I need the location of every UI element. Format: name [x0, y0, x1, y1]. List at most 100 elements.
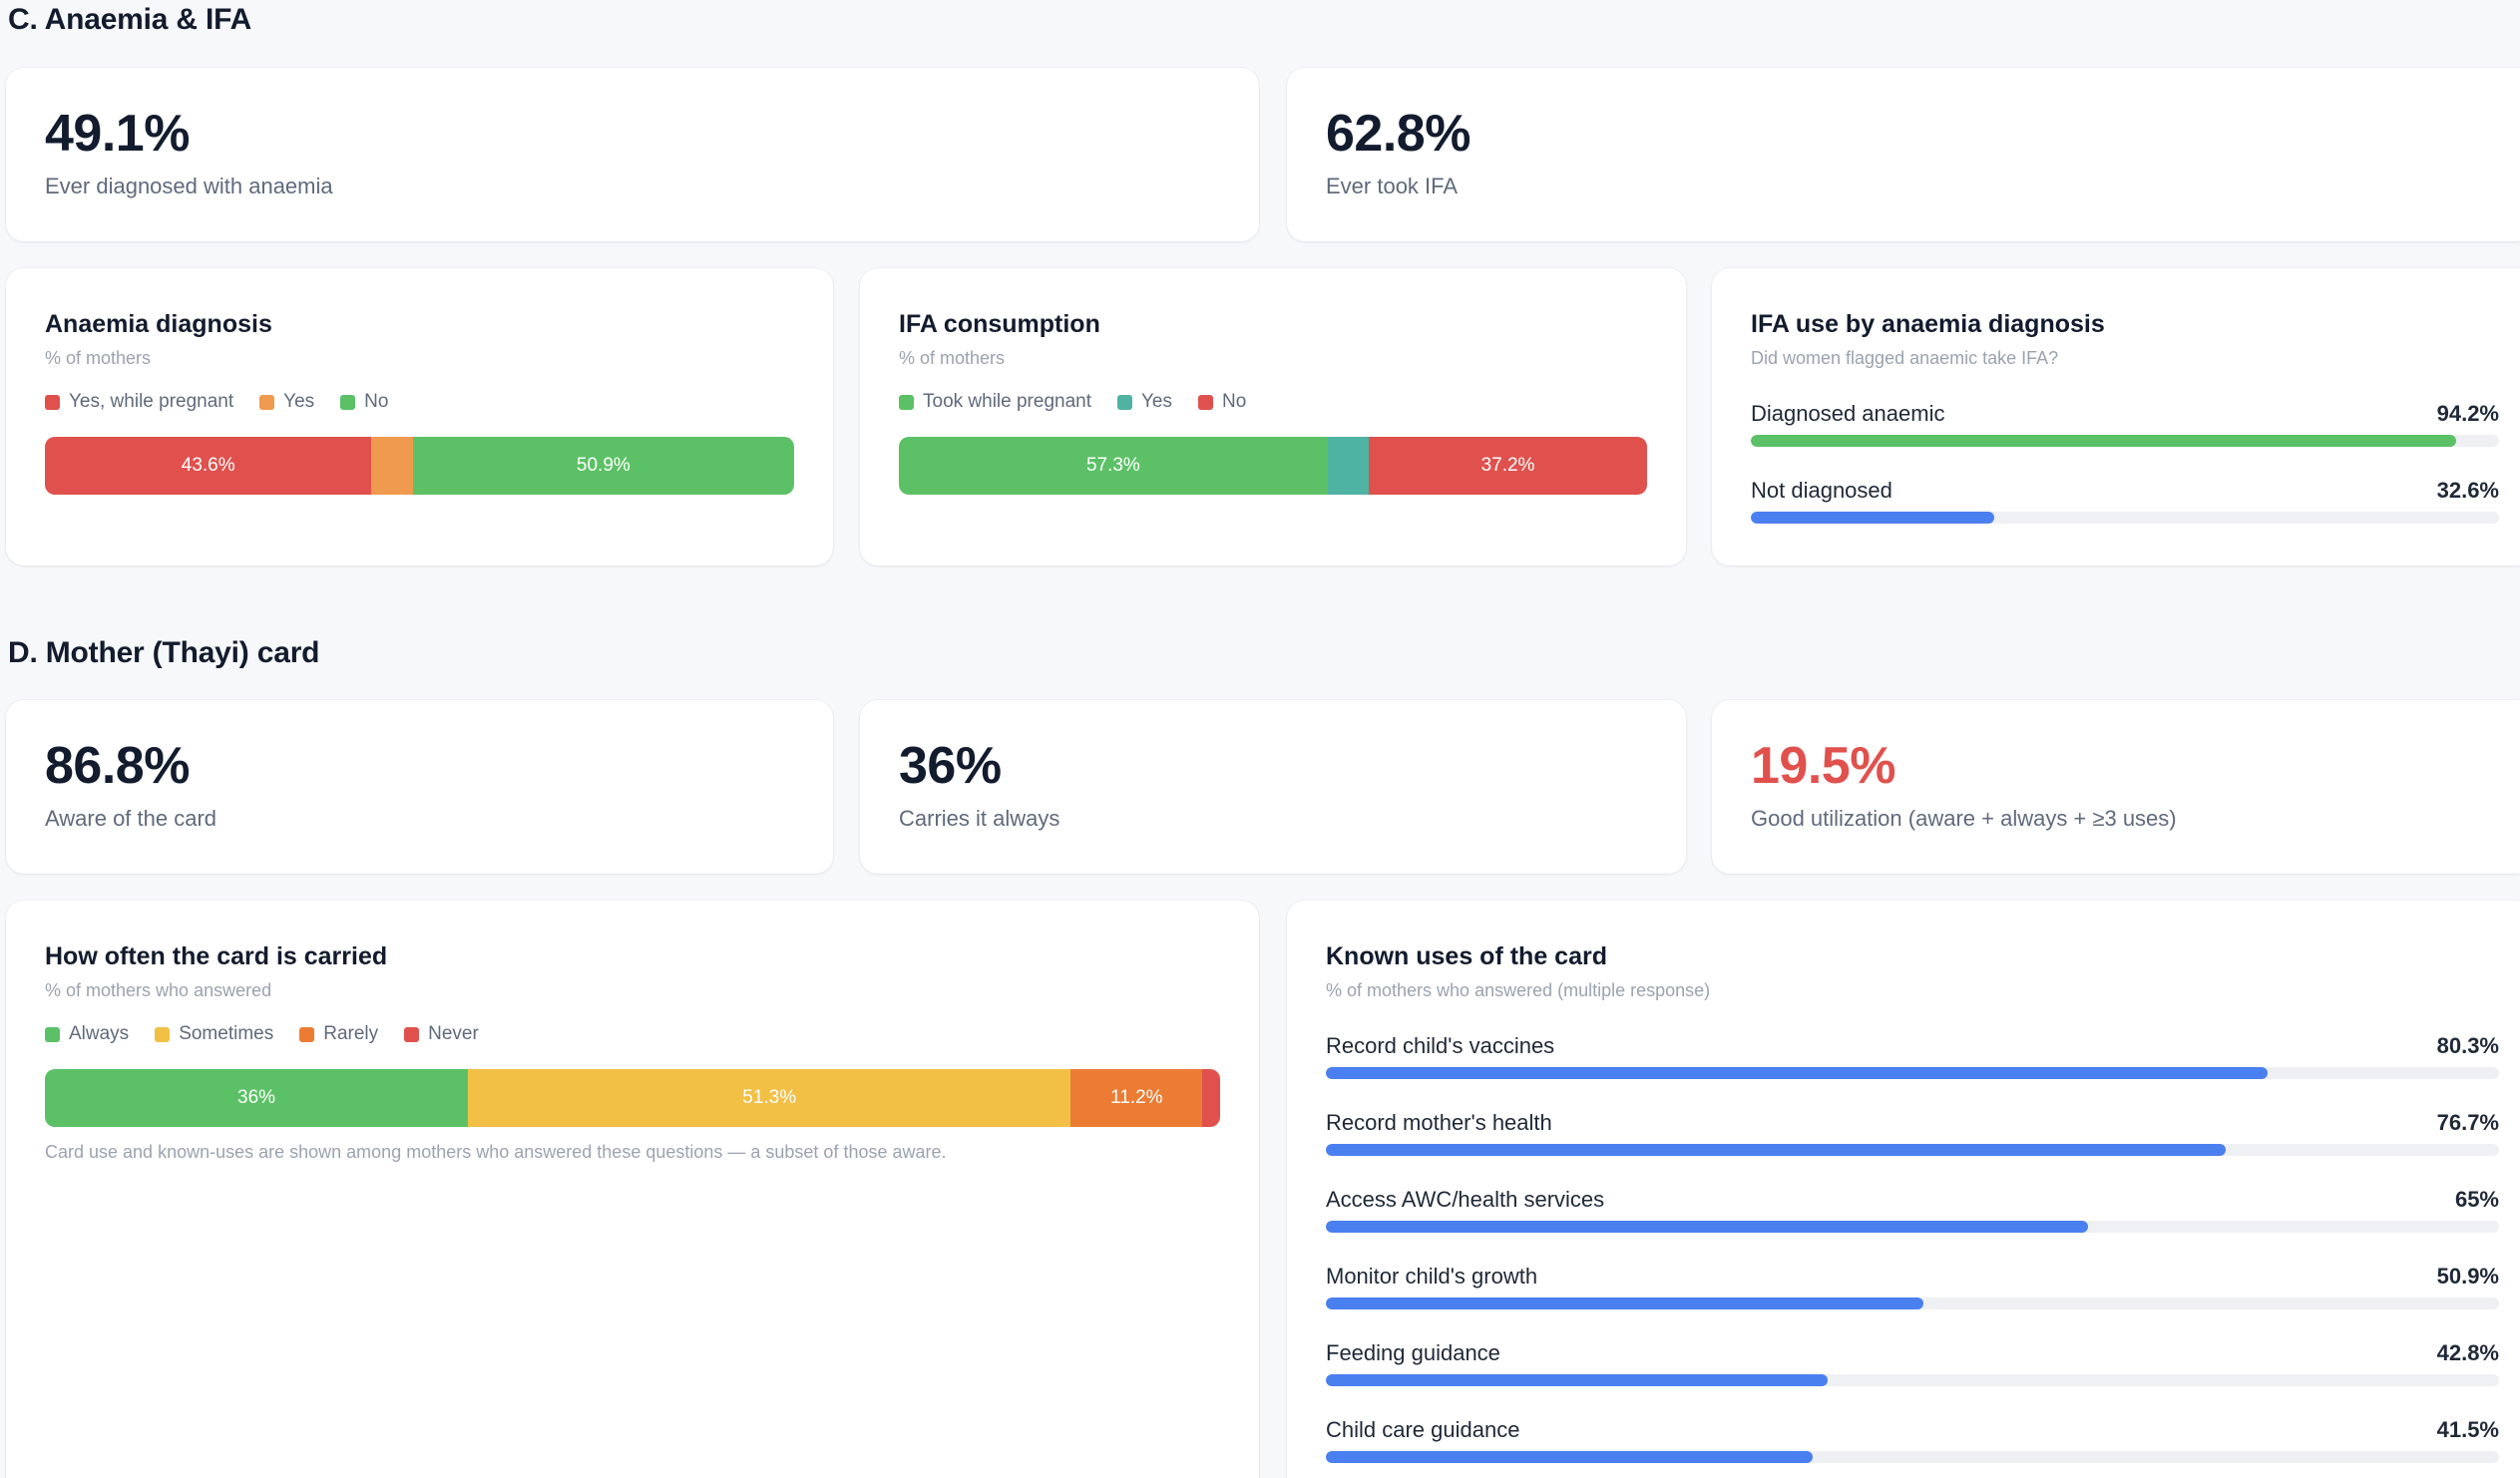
bar-label: Diagnosed anaemic — [1751, 401, 1945, 426]
legend-item: No — [1198, 391, 1246, 413]
legend-item: Yes — [1117, 391, 1172, 413]
legend-item: No — [340, 391, 388, 413]
kpi-label: Carries it always — [899, 806, 1060, 831]
bar-value: 94.2% — [2436, 401, 2499, 426]
kpi-card-anaemia: 49.1% Ever diagnosed with anaemia — [6, 68, 1259, 241]
card-title: How often the card is carried — [45, 942, 388, 970]
legend-label: Sometimes — [179, 1023, 274, 1044]
section-title-anaemia-ifa: C. Anaemia & IFA — [8, 3, 252, 36]
bar-segment: 36% — [45, 1069, 469, 1127]
bar-value: 50.9% — [2436, 1264, 2499, 1289]
legend-item: Always — [45, 1023, 129, 1045]
bar-fill — [1326, 1144, 2226, 1156]
stacked-bar: 36% 51.3% 11.2% — [45, 1069, 1220, 1127]
bar-segment — [371, 437, 413, 495]
bar-track — [1326, 1144, 2499, 1156]
bar-segment: 51.3% — [468, 1069, 1071, 1127]
bar-value: 76.7% — [2436, 1110, 2499, 1135]
bar-row: Record child's vaccines 80.3% — [1326, 1033, 2499, 1079]
bar-segment: 37.2% — [1369, 437, 1647, 495]
bar-label: Monitor child's growth — [1326, 1264, 1538, 1289]
legend-label: Never — [428, 1023, 479, 1044]
bar-label: Record child's vaccines — [1326, 1033, 1555, 1058]
legend-label: Yes, while pregnant — [69, 391, 234, 412]
kpi-value: 62.8% — [1326, 105, 1470, 163]
legend-label: No — [364, 391, 389, 412]
legend-label: Always — [69, 1023, 130, 1044]
kpi-card-good-utilization: 19.5% Good utilization (aware + always +… — [1712, 700, 2520, 874]
bar-label: Record mother's health — [1326, 1110, 1552, 1135]
bar-track — [1326, 1221, 2499, 1233]
ifa-consumption-card: IFA consumption % of mothers Took while … — [860, 268, 1686, 565]
bar-label: Feeding guidance — [1326, 1340, 1500, 1365]
bar-segment: 43.6% — [45, 437, 372, 495]
legend-swatch — [155, 1026, 171, 1042]
legend-swatch — [899, 394, 914, 410]
bar-row: Monitor child's growth 50.9% — [1326, 1264, 2499, 1309]
kpi-label: Good utilization (aware + always + ≥3 us… — [1751, 806, 2177, 831]
bar-track — [1751, 435, 2499, 447]
bar-track — [1326, 1451, 2499, 1463]
bar-fill — [1326, 1297, 1923, 1309]
footnote: Card use and known-uses are shown among … — [45, 1142, 947, 1162]
bar-track — [1326, 1067, 2499, 1079]
bar-fill — [1751, 435, 2456, 447]
card-title: IFA use by anaemia diagnosis — [1751, 310, 2105, 338]
bar-segment: 11.2% — [1070, 1069, 1203, 1127]
kpi-label: Ever diagnosed with anaemia — [45, 174, 333, 198]
bar-row: Diagnosed anaemic 94.2% — [1751, 401, 2499, 447]
bar-value: 80.3% — [2436, 1033, 2499, 1058]
ifa-by-anaemia-card: IFA use by anaemia diagnosis Did women f… — [1712, 268, 2520, 565]
bar-label: Access AWC/health services — [1326, 1187, 1605, 1212]
kpi-value: 86.8% — [45, 737, 190, 795]
card-title: IFA consumption — [899, 310, 1100, 338]
bar-track — [1326, 1297, 2499, 1309]
legend-label: No — [1222, 391, 1247, 412]
legend: Yes, while pregnant Yes No — [45, 391, 388, 413]
anaemia-diagnosis-card: Anaemia diagnosis % of mothers Yes, whil… — [6, 268, 833, 565]
bar-value: 42.8% — [2436, 1340, 2499, 1365]
bar-segment — [1327, 437, 1369, 495]
legend-swatch — [299, 1026, 315, 1042]
kpi-card-carries: 36% Carries it always — [860, 700, 1686, 874]
legend-item: Yes, while pregnant — [45, 391, 233, 413]
section-title-mother-card: D. Mother (Thayi) card — [8, 636, 320, 669]
legend-swatch — [340, 394, 356, 410]
legend-label: Took while pregnant — [923, 391, 1091, 412]
card-title: Known uses of the card — [1326, 942, 1607, 970]
card-subtitle: % of mothers — [899, 348, 1006, 368]
kpi-card-aware: 86.8% Aware of the card — [6, 700, 833, 874]
bar-row: Record mother's health 76.7% — [1326, 1110, 2499, 1156]
legend-swatch — [404, 1026, 420, 1042]
known-uses-card: Known uses of the card % of mothers who … — [1287, 901, 2520, 1478]
bar-fill — [1326, 1067, 2269, 1079]
kpi-value: 36% — [899, 737, 1002, 795]
legend: Always Sometimes Rarely Never — [45, 1023, 479, 1045]
kpi-label: Aware of the card — [45, 806, 217, 831]
card-subtitle: % of mothers — [45, 348, 152, 368]
bar-segment — [1202, 1069, 1220, 1127]
legend-label: Yes — [1141, 391, 1172, 412]
bar-label: Child care guidance — [1326, 1417, 1520, 1442]
kpi-card-ifa: 62.8% Ever took IFA — [1287, 68, 2520, 241]
legend-label: Rarely — [323, 1023, 379, 1044]
card-carried-frequency-card: How often the card is carried % of mothe… — [6, 901, 1259, 1478]
legend-item: Never — [404, 1023, 479, 1045]
bar-fill — [1326, 1451, 1814, 1463]
bar-segment: 57.3% — [899, 437, 1328, 495]
bar-row: Not diagnosed 32.6% — [1751, 478, 2499, 524]
legend-swatch — [1117, 394, 1132, 410]
card-subtitle: Did women flagged anaemic take IFA? — [1751, 348, 2059, 368]
bar-row: Feeding guidance 42.8% — [1326, 1340, 2499, 1386]
bar-row: Child care guidance 41.5% — [1326, 1417, 2499, 1463]
legend-swatch — [45, 1026, 60, 1042]
bar-fill — [1751, 512, 1995, 524]
legend: Took while pregnant Yes No — [899, 391, 1246, 413]
bar-row: Access AWC/health services 65% — [1326, 1187, 2499, 1233]
bar-label: Not diagnosed — [1751, 478, 1892, 503]
legend-item: Rarely — [299, 1023, 378, 1045]
bar-track — [1751, 512, 2499, 524]
kpi-label: Ever took IFA — [1326, 174, 1459, 198]
legend-swatch — [259, 394, 275, 410]
card-subtitle: % of mothers who answered — [45, 980, 272, 1000]
